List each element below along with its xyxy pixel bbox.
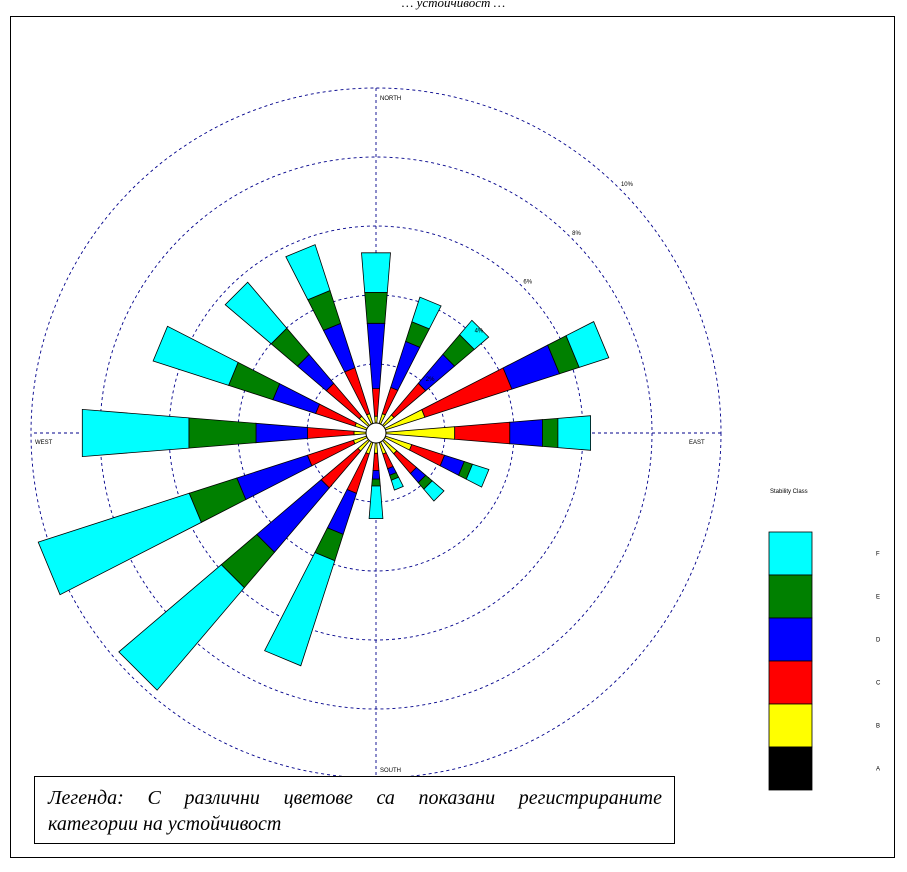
petal-w-class-d	[255, 422, 309, 444]
petal-wsw-class-f	[37, 492, 202, 596]
petal-s-class-e	[371, 478, 381, 487]
ring-label-6%: 6%	[523, 280, 532, 286]
legend-label-a: A	[876, 767, 880, 773]
petal-s-class-c	[372, 452, 380, 471]
petal-n-class-b	[374, 415, 378, 424]
direction-label-south: SOUTH	[380, 768, 401, 774]
petal-sw-class-f	[118, 564, 245, 691]
legend-label-c: C	[876, 681, 881, 687]
petal-s-class-f	[368, 485, 384, 519]
petal-nw	[224, 281, 371, 428]
petal-wnw-class-d	[272, 383, 321, 414]
petal-ssw-class-f	[264, 551, 336, 667]
legend-swatch-b	[768, 703, 813, 748]
legend-swatch-e	[768, 574, 813, 619]
petal-wsw-class-d	[236, 454, 313, 501]
direction-labels-group: NORTH SOUTH WEST EAST	[35, 96, 705, 774]
petal-sse	[378, 441, 404, 491]
petal-ne	[381, 319, 490, 428]
petal-nnw-class-f	[285, 244, 331, 301]
petal-e-class-e	[542, 417, 559, 449]
petal-e-class-d	[509, 419, 543, 447]
petal-sse-class-c	[382, 452, 394, 470]
petal-s-class-b	[373, 442, 379, 454]
legend-label-f: F	[876, 552, 880, 558]
ring-label-2%: 2%	[426, 377, 435, 383]
petal-ese-class-f	[465, 463, 490, 488]
petal-nne-class-d	[390, 340, 421, 391]
petal-n-class-d	[366, 322, 386, 390]
petal-nne	[378, 296, 442, 425]
petal-e-class-f	[557, 415, 591, 451]
petal-se-class-f	[423, 480, 445, 502]
figure-frame	[10, 16, 895, 858]
petal-e-class-b	[385, 426, 456, 440]
petal-ssw	[264, 441, 374, 667]
petal-nne-class-b	[378, 413, 386, 425]
direction-label-east: EAST	[689, 440, 705, 446]
legend-note-line-1: Легенда: С различни цветове са показани …	[48, 787, 662, 809]
petal-ssw-class-d	[326, 488, 357, 535]
petal-s-class-d	[371, 470, 381, 480]
legend-label-d: D	[876, 638, 881, 644]
petal-w-class-c	[307, 427, 355, 439]
petal-w-class-b	[353, 430, 367, 436]
ring-label-4%: 4%	[475, 328, 484, 334]
legend-swatch-c	[768, 660, 813, 705]
petal-n-class-c	[371, 388, 381, 417]
legend-swatch-d	[768, 617, 813, 662]
petal-n-class-f	[361, 252, 391, 293]
petal-sw	[118, 438, 371, 691]
legend-note-box: Легенда: С различни цветове са показани …	[34, 776, 675, 844]
ring-label-10%: 10%	[621, 182, 634, 188]
petal-e	[385, 415, 591, 451]
petal-sse-class-f	[390, 476, 404, 491]
petal-nne-class-f	[411, 296, 442, 330]
top-caption: … устойчивост …	[401, 0, 506, 10]
petal-se	[381, 438, 445, 502]
ring-labels-group: 2% 4% 6% 8% 10%	[426, 182, 634, 383]
petal-ese	[384, 435, 490, 488]
petal-sw-class-d	[256, 479, 330, 553]
petal-nnw-class-b	[366, 413, 374, 425]
petals-group	[37, 244, 610, 691]
petal-e-class-c	[454, 421, 511, 445]
petal-ne-class-f	[459, 319, 490, 350]
petal-ese-class-c	[408, 444, 446, 467]
petal-n-class-e	[364, 291, 388, 324]
petal-ene-class-f	[565, 321, 610, 368]
petal-wsw	[37, 435, 368, 596]
petal-s	[368, 442, 384, 519]
stability-legend: Stability Class F E D C B A	[768, 489, 881, 791]
direction-label-west: WEST	[35, 440, 53, 446]
center-circle	[365, 422, 387, 444]
petal-se-class-c	[393, 450, 418, 475]
ring-label-8%: 8%	[572, 231, 581, 237]
petal-nnw-class-d	[322, 322, 356, 373]
petal-w	[81, 408, 367, 458]
legend-title: Stability Class	[770, 489, 808, 495]
petal-w-class-e	[188, 417, 257, 449]
center-circle-group	[365, 422, 387, 444]
legend-swatch-a	[768, 746, 813, 791]
petal-nw-class-f	[224, 281, 288, 345]
petal-wnw-class-f	[152, 325, 239, 386]
petal-w-class-f	[81, 408, 190, 458]
petal-nnw	[285, 244, 374, 425]
direction-label-north: NORTH	[380, 96, 401, 102]
petal-ene	[384, 321, 610, 431]
petal-n	[361, 252, 391, 424]
legend-note-line-2: категории на устойчивост	[48, 813, 282, 835]
legend-note-text: Легенда: С различни цветове са показани …	[48, 785, 662, 837]
legend-label-e: E	[876, 595, 880, 601]
petal-wnw	[152, 325, 368, 431]
legend-swatch-f	[768, 531, 813, 576]
legend-label-b: B	[876, 724, 880, 730]
